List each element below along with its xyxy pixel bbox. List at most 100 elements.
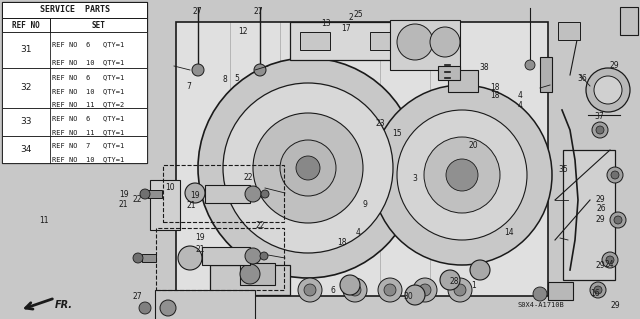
Circle shape — [384, 284, 396, 296]
Circle shape — [533, 287, 547, 301]
Circle shape — [192, 64, 204, 76]
Text: 2: 2 — [348, 13, 353, 22]
Text: 15: 15 — [392, 130, 402, 138]
Text: 13: 13 — [321, 19, 332, 28]
Bar — [438, 66, 460, 80]
Circle shape — [614, 216, 622, 224]
Text: 21: 21 — [186, 201, 196, 210]
Circle shape — [343, 278, 367, 302]
Text: 27: 27 — [253, 8, 263, 17]
Text: 9: 9 — [362, 200, 367, 209]
Bar — [370, 32, 400, 50]
Circle shape — [372, 85, 552, 265]
Bar — [150, 180, 180, 230]
Circle shape — [304, 284, 316, 296]
Text: 7: 7 — [186, 82, 191, 91]
Bar — [2, 68, 147, 108]
Circle shape — [454, 284, 466, 296]
Text: 19: 19 — [195, 234, 205, 242]
Circle shape — [470, 260, 490, 280]
Text: 22: 22 — [243, 174, 253, 182]
Text: 1: 1 — [471, 281, 476, 290]
Text: 16: 16 — [590, 289, 600, 298]
Text: 37: 37 — [595, 112, 605, 121]
Bar — [290, 22, 430, 60]
Circle shape — [424, 137, 500, 213]
Text: 36: 36 — [577, 74, 588, 83]
Text: 28: 28 — [450, 277, 459, 286]
Circle shape — [590, 282, 606, 298]
Circle shape — [260, 252, 268, 260]
Text: 20: 20 — [468, 141, 479, 150]
Text: 14: 14 — [504, 228, 514, 237]
Text: 38: 38 — [479, 63, 490, 72]
Text: 33: 33 — [20, 117, 32, 127]
Bar — [210, 265, 290, 295]
Text: 4: 4 — [356, 228, 361, 237]
Bar — [148, 190, 162, 198]
Text: 35: 35 — [558, 165, 568, 174]
Text: 21: 21 — [195, 246, 205, 255]
Circle shape — [254, 64, 266, 76]
Circle shape — [240, 264, 260, 284]
Text: 10: 10 — [164, 183, 175, 192]
Bar — [448, 70, 478, 92]
Bar — [176, 22, 548, 296]
Text: 21: 21 — [118, 200, 127, 209]
Circle shape — [594, 286, 602, 294]
Bar — [142, 254, 156, 262]
Text: REF NO  6   QTY=1: REF NO 6 QTY=1 — [52, 115, 124, 121]
Bar — [2, 108, 147, 136]
Text: 18: 18 — [338, 238, 347, 247]
Circle shape — [280, 140, 336, 196]
Text: 29: 29 — [595, 216, 605, 225]
Text: 24: 24 — [604, 260, 614, 269]
Text: 23: 23 — [376, 119, 386, 128]
Circle shape — [223, 83, 393, 253]
Text: 29: 29 — [595, 196, 605, 204]
Bar — [558, 22, 580, 40]
Circle shape — [594, 76, 622, 104]
Text: REF NO  6   QTY=1: REF NO 6 QTY=1 — [52, 41, 124, 48]
Text: 27: 27 — [132, 292, 143, 301]
Circle shape — [139, 302, 151, 314]
Circle shape — [413, 278, 437, 302]
Bar — [205, 185, 250, 203]
Text: 12: 12 — [239, 27, 248, 36]
Text: 18: 18 — [490, 92, 500, 100]
Bar — [2, 2, 147, 18]
Text: 29: 29 — [610, 300, 620, 309]
Circle shape — [133, 253, 143, 263]
Text: SERVICE  PARTS: SERVICE PARTS — [40, 5, 109, 14]
Circle shape — [525, 60, 535, 70]
Text: 25: 25 — [353, 10, 364, 19]
Circle shape — [592, 122, 608, 138]
Circle shape — [448, 278, 472, 302]
Text: 26: 26 — [596, 204, 607, 213]
Circle shape — [606, 256, 614, 264]
Text: 19: 19 — [190, 190, 200, 199]
Text: REF NO  7   QTY=1: REF NO 7 QTY=1 — [52, 143, 124, 148]
Bar — [240, 263, 275, 285]
Bar — [390, 20, 460, 70]
Text: REF NO  10  QTY=1: REF NO 10 QTY=1 — [52, 60, 124, 66]
Text: 17: 17 — [340, 24, 351, 33]
Bar — [540, 57, 552, 92]
Circle shape — [178, 246, 202, 270]
Circle shape — [296, 156, 320, 180]
Text: 30: 30 — [403, 292, 413, 301]
Circle shape — [261, 190, 269, 198]
Circle shape — [611, 171, 619, 179]
Text: REF NO  6   QTY=1: REF NO 6 QTY=1 — [52, 74, 124, 80]
Text: 5: 5 — [234, 74, 239, 83]
Text: 27: 27 — [192, 8, 202, 17]
Circle shape — [397, 24, 433, 60]
Bar — [202, 247, 250, 265]
Text: 11: 11 — [39, 216, 48, 225]
Bar — [300, 32, 330, 50]
Bar — [2, 18, 147, 32]
Circle shape — [440, 270, 460, 290]
Circle shape — [340, 275, 360, 295]
Text: 29: 29 — [609, 61, 620, 70]
Text: S0X4-A1710B: S0X4-A1710B — [517, 302, 564, 308]
